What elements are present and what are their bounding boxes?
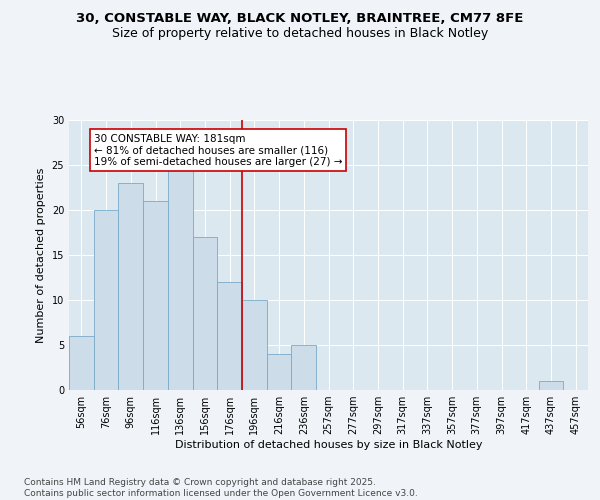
Bar [193,237,217,390]
Bar [143,201,168,390]
Bar [267,354,292,390]
Bar [217,282,242,390]
Y-axis label: Number of detached properties: Number of detached properties [36,168,46,342]
Bar [539,381,563,390]
Bar [168,165,193,390]
Text: 30, CONSTABLE WAY, BLACK NOTLEY, BRAINTREE, CM77 8FE: 30, CONSTABLE WAY, BLACK NOTLEY, BRAINTR… [76,12,524,26]
Bar [118,183,143,390]
Text: Contains HM Land Registry data © Crown copyright and database right 2025.
Contai: Contains HM Land Registry data © Crown c… [24,478,418,498]
Text: Size of property relative to detached houses in Black Notley: Size of property relative to detached ho… [112,28,488,40]
Text: 30 CONSTABLE WAY: 181sqm
← 81% of detached houses are smaller (116)
19% of semi-: 30 CONSTABLE WAY: 181sqm ← 81% of detach… [94,134,342,166]
Bar [94,210,118,390]
Bar [242,300,267,390]
X-axis label: Distribution of detached houses by size in Black Notley: Distribution of detached houses by size … [175,440,482,450]
Bar [69,336,94,390]
Bar [292,345,316,390]
